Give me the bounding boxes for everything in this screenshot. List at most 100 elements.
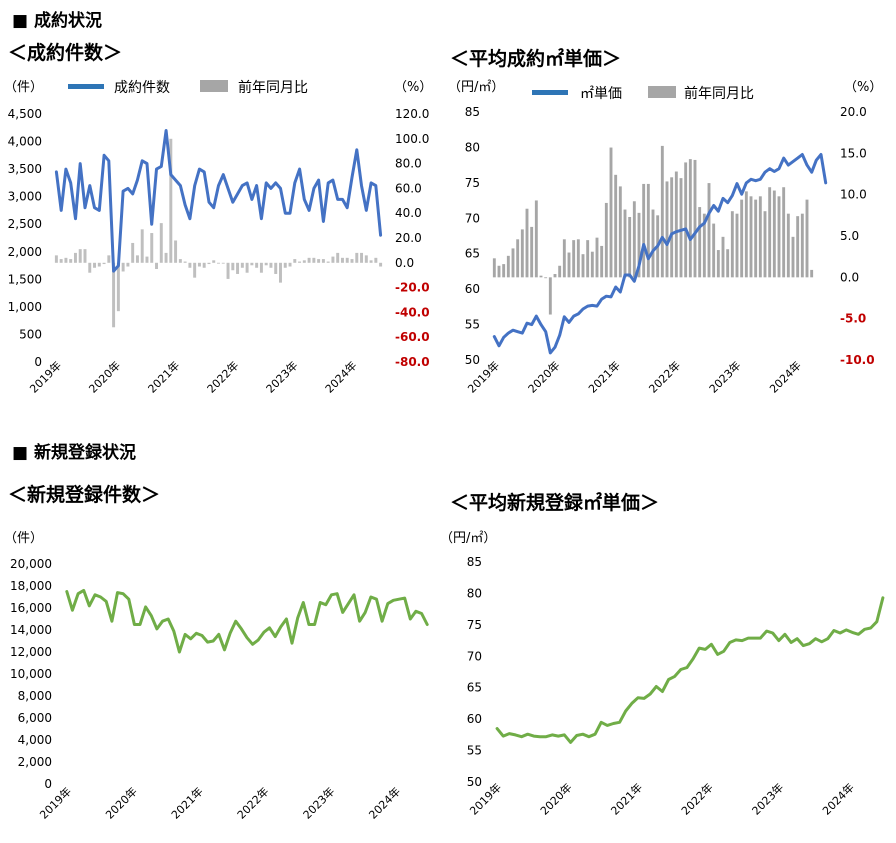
legend-label-bar: 前年同月比 [238, 79, 308, 96]
bar-yoy [145, 256, 149, 263]
y-tick-label-left: 85 [467, 555, 482, 569]
bar-yoy [698, 207, 702, 278]
y-tick-label-left: 55 [465, 318, 480, 332]
y-tick-label-right: -5.0 [840, 312, 866, 326]
y-tick-label-left: 4,000 [18, 733, 52, 747]
x-tick-label: 2024年 [766, 358, 803, 395]
bar-yoy [595, 237, 599, 278]
bar-yoy [502, 264, 506, 278]
bar-yoy [758, 196, 762, 278]
y-tick-label-left: 65 [465, 247, 480, 261]
bar-yoy [59, 259, 63, 263]
x-tick-label: 2019年 [37, 784, 74, 821]
bar-yoy [159, 223, 163, 263]
y-tick-label-right: -10.0 [840, 353, 875, 367]
y-tick-label-left: 2,000 [8, 245, 42, 259]
x-tick-label: 2021年 [168, 784, 205, 821]
bar-yoy [283, 262, 287, 268]
y-tick-label-right: 40.0 [395, 206, 422, 220]
series-line [492, 153, 828, 355]
bar-yoy [716, 250, 720, 278]
bar-yoy [511, 248, 515, 278]
bar-yoy [567, 252, 571, 278]
bar-yoy [614, 174, 618, 278]
y-tick-label-right: 0.0 [395, 256, 414, 270]
bar-yoy [520, 229, 524, 278]
bar-yoy [740, 199, 744, 278]
x-tick-label: 2024年 [322, 358, 359, 395]
bar-yoy [64, 257, 68, 263]
x-tick-label: 2022年 [646, 358, 683, 395]
bar-yoy [679, 178, 683, 278]
chart-title-new-price: ＜平均新規登録㎡単価＞ [450, 492, 660, 514]
y-tick-label-right: -80.0 [395, 355, 430, 369]
bar-yoy [350, 259, 354, 263]
y-tick-label-left: 20,000 [10, 557, 52, 571]
bar-yoy [93, 262, 97, 268]
bar-yoy [326, 261, 330, 263]
right-axis-unit: （%） [394, 80, 432, 95]
y-tick-label-left: 75 [465, 176, 480, 190]
y-tick-label-right: -20.0 [395, 281, 430, 295]
chart-title-contract-count: ＜成約件数＞ [8, 42, 123, 64]
y-tick-label-left: 3,500 [8, 162, 42, 176]
x-tick-label: 2020年 [525, 358, 562, 395]
y-tick-label-left: 65 [467, 681, 482, 695]
bar-yoy [632, 201, 636, 278]
left-axis-unit: （円/㎡） [448, 80, 504, 95]
y-tick-label-right: -40.0 [395, 305, 430, 319]
y-tick-label-right: 5.0 [840, 229, 859, 243]
x-tick-label: 2019年 [27, 358, 64, 395]
bar-yoy [302, 260, 306, 263]
bar-yoy [121, 262, 125, 272]
bar-yoy [618, 186, 622, 278]
bar-yoy [754, 199, 758, 278]
legend-swatch-line [532, 90, 568, 95]
bar-yoy [670, 177, 674, 278]
x-tick-label: 2020年 [86, 358, 123, 395]
bar-yoy [336, 252, 340, 263]
bar-yoy [78, 249, 82, 263]
y-tick-label-left: 12,000 [10, 645, 52, 659]
y-tick-label-right: 20.0 [395, 231, 422, 245]
bar-yoy [54, 255, 58, 263]
bar-yoy [188, 262, 192, 268]
legend-label-line: ㎡単価 [580, 86, 622, 102]
bar-yoy [572, 240, 576, 278]
bar-yoy [800, 213, 804, 278]
y-tick-label-left: 1,000 [8, 300, 42, 314]
legend: 成約件数 前年同月比 [68, 79, 308, 96]
bar-yoy [69, 259, 73, 263]
x-tick-label: 2023年 [263, 358, 300, 395]
y-tick-label-left: 70 [467, 649, 482, 663]
bar-yoy [651, 209, 655, 278]
x-tick-label: 2021年 [145, 358, 182, 395]
bar-yoy [279, 262, 282, 283]
bar-yoy [525, 208, 529, 278]
bar-yoy [637, 212, 641, 278]
y-tick-label-left: 8,000 [18, 689, 52, 703]
chart-title-contract-price: ＜平均成約㎡単価＞ [450, 48, 622, 70]
bar-yoy [193, 262, 197, 278]
bar-yoy [288, 262, 292, 267]
y-tick-label-left: 4,500 [8, 107, 42, 121]
y-tick-label-left: 50 [465, 353, 480, 367]
legend-label-bar: 前年同月比 [684, 85, 754, 102]
y-tick-label-right: 20.0 [840, 105, 867, 119]
bar-yoy [360, 252, 364, 263]
bar-yoy [805, 199, 809, 278]
bar-yoy [558, 265, 562, 278]
bar-yoy [102, 262, 106, 265]
bar-yoy [516, 239, 520, 278]
y-tick-label-left: 2,000 [18, 755, 52, 769]
bar-yoy [73, 252, 77, 263]
bar-yoy [684, 162, 688, 278]
y-tick-label-left: 16,000 [10, 601, 52, 615]
bar-yoy [600, 245, 604, 278]
x-tick-label: 2022年 [678, 780, 715, 817]
bar-yoy [240, 262, 244, 268]
y-tick-label-right: 0.0 [840, 270, 859, 284]
bar-yoy [374, 257, 378, 263]
y-tick-label-left: 3,000 [8, 190, 42, 204]
